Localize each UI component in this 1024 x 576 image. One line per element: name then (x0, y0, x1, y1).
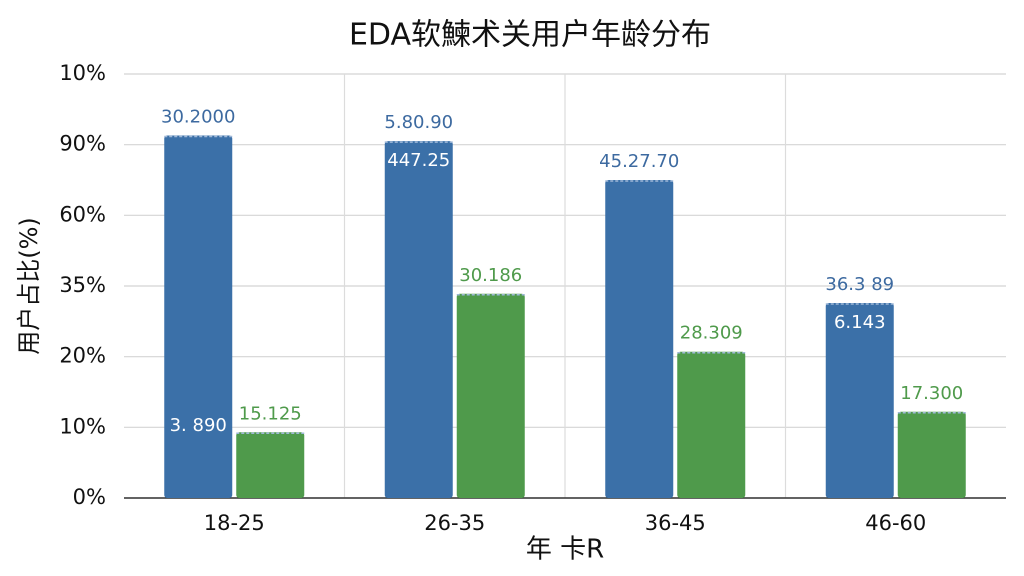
x-tick-label: 36-45 (645, 511, 706, 535)
inner-data-label: 447.25 (387, 150, 450, 171)
data-label: 30.2000 (161, 106, 235, 127)
y-tick-label: 10% (59, 414, 106, 438)
data-label: 45.27.70 (599, 151, 679, 172)
y-tick-label: 90% (59, 132, 106, 156)
data-label: 5.80.90 (384, 112, 453, 133)
data-label: 28.309 (680, 323, 743, 344)
x-tick-label: 46-60 (865, 511, 926, 535)
data-label: 30.186 (459, 265, 522, 286)
bar (605, 180, 674, 498)
data-label: 17.300 (900, 383, 963, 404)
y-tick-label: 35% (59, 273, 106, 297)
y-tick-label: 60% (59, 202, 106, 226)
chart-title: EDA软鰊术关用户年龄分布 (349, 18, 711, 53)
inner-data-label: 3. 890 (170, 415, 227, 436)
x-axis-label: 年 卡R (526, 535, 604, 565)
bar (456, 293, 525, 498)
bar (677, 351, 746, 498)
data-label: 15.125 (239, 403, 302, 424)
y-tick-label: 10% (59, 61, 106, 85)
bar (825, 302, 894, 498)
bar (384, 141, 453, 498)
y-tick-label: 0% (73, 485, 106, 509)
y-axis-label: 用户占比(%) (15, 217, 43, 355)
x-tick-label: 18-25 (204, 511, 265, 535)
x-tick-label: 26-35 (424, 511, 485, 535)
y-tick-label: 20% (59, 344, 106, 368)
bar (236, 432, 305, 498)
bar (164, 135, 233, 499)
data-label: 36.3 89 (825, 274, 894, 295)
bar (897, 411, 966, 498)
inner-data-label: 6.143 (834, 312, 886, 333)
